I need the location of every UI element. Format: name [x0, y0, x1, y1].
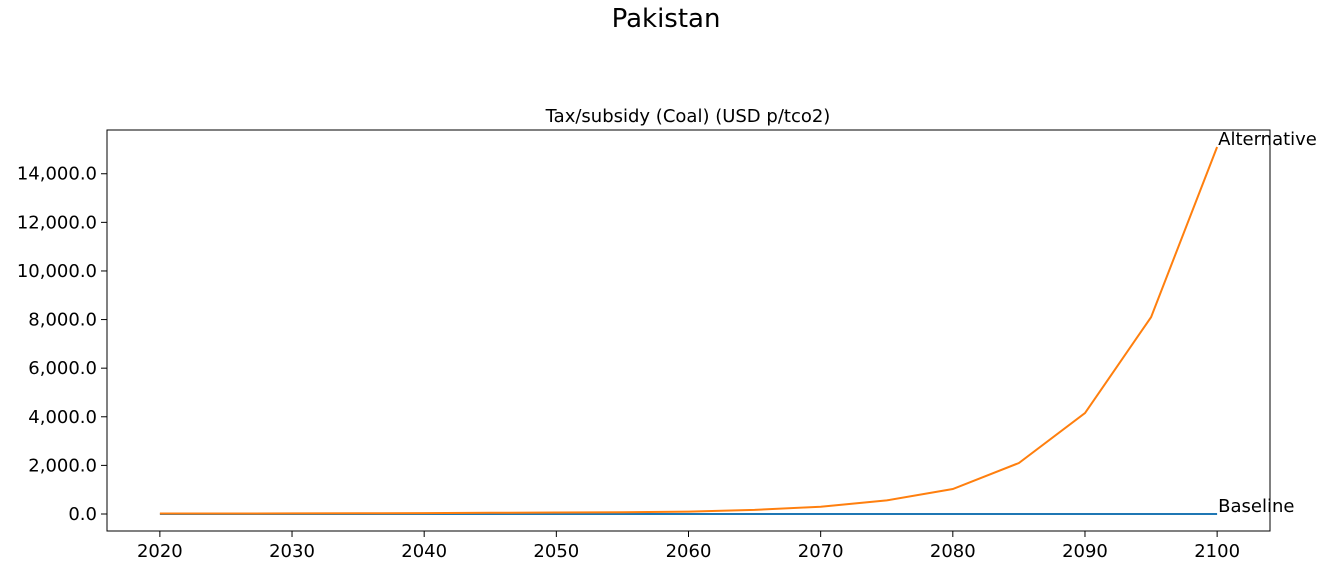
- y-tick-label: 8,000.0: [28, 310, 97, 331]
- y-tick-label: 14,000.0: [17, 164, 97, 185]
- x-tick-label: 2070: [798, 541, 844, 562]
- series-labels: Baseline Alternative: [1218, 129, 1317, 517]
- y-tick-label: 4,000.0: [28, 407, 97, 428]
- chart-title: Tax/subsidy (Coal) (USD p/tco2): [545, 106, 831, 127]
- series-label-baseline: Baseline: [1218, 496, 1294, 517]
- plot-frame: [106, 129, 1271, 532]
- x-tick-label: 2080: [930, 541, 976, 562]
- y-tick-label: 2,000.0: [28, 455, 97, 476]
- y-tick-label: 0.0: [68, 504, 97, 525]
- y-tick-label: 6,000.0: [28, 358, 97, 379]
- x-tick-label: 2050: [533, 541, 579, 562]
- x-axis: 2020 2030 2040 2050 2060 2070 2080 2090 2100: [137, 531, 1240, 562]
- series-label-alternative: Alternative: [1218, 129, 1317, 150]
- x-tick-label: 2040: [401, 541, 447, 562]
- y-axis: 0.0 2,000.0 4,000.0 6,000.0 8,000.0 10,000.0 1…: [17, 164, 107, 525]
- x-tick-label: 2020: [137, 541, 183, 562]
- y-tick-label: 10,000.0: [17, 261, 97, 282]
- x-tick-label: 2100: [1194, 541, 1240, 562]
- series-line-alternative: [159, 146, 1219, 515]
- y-tick-label: 12,000.0: [17, 212, 97, 233]
- x-tick-label: 2090: [1062, 541, 1108, 562]
- x-tick-label: 2030: [269, 541, 315, 562]
- series-lines: [159, 146, 1219, 515]
- figure-title: Pakistan: [611, 4, 721, 34]
- x-tick-label: 2060: [666, 541, 712, 562]
